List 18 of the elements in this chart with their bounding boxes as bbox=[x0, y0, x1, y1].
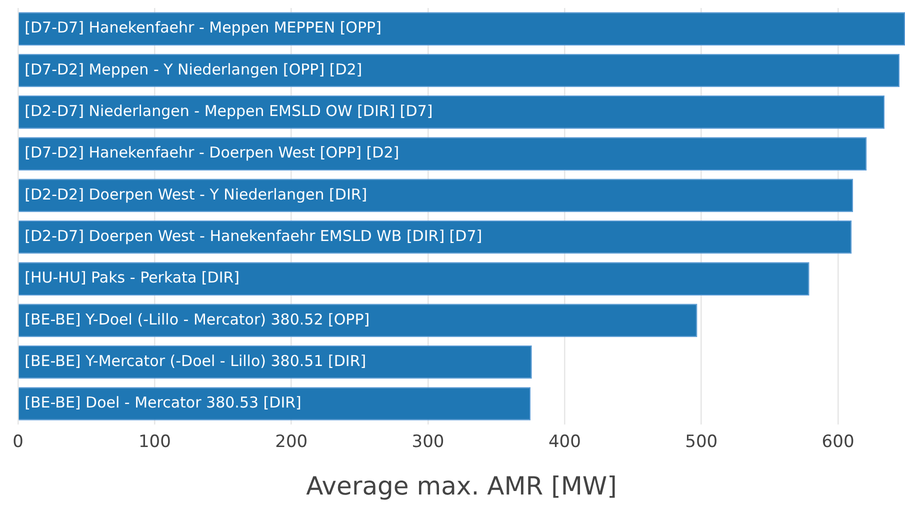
y-tick-label: [D2-D7] Doerpen West - Hanekenfaehr EMSLD WB [DIR] [D7] bbox=[24, 227, 482, 246]
x-tick-label: 600 bbox=[822, 432, 854, 452]
y-tick-label: [D7-D2] Meppen - Y Niederlangen [OPP] [D2] bbox=[24, 60, 362, 78]
x-tick-label: 200 bbox=[275, 432, 308, 452]
x-tick-label: 500 bbox=[685, 432, 718, 452]
y-tick-label: [D2-D7] Niederlangen - Meppen EMSLD OW [DIR] [D7] bbox=[24, 102, 433, 120]
y-tick-label: [D7-D7] Hanekenfaehr - Meppen MEPPEN [OPP] bbox=[24, 18, 382, 37]
x-axis-title: Average max. AMR [MW] bbox=[306, 472, 617, 500]
x-tick-label: 400 bbox=[548, 432, 581, 452]
y-tick-label: [BE-BE] Y-Mercator (-Doel - Lillo) 380.51 [DIR] bbox=[24, 352, 366, 370]
y-tick-label: [BE-BE] Y-Doel (-Lillo - Mercator) 380.52 [OPP] bbox=[24, 310, 370, 328]
x-tick-label: 100 bbox=[138, 432, 171, 452]
x-tick-label: 0 bbox=[12, 432, 24, 452]
y-tick-label: [HU-HU] Paks - Perkata [DIR] bbox=[24, 268, 240, 287]
y-tick-label: [D2-D2] Doerpen West - Y Niederlangen [DIR] bbox=[24, 185, 368, 204]
x-tick-label: 300 bbox=[412, 432, 444, 452]
y-tick-label: [BE-BE] Doel - Mercator 380.53 [DIR] bbox=[24, 394, 302, 412]
y-tick-label: [D7-D2] Hanekenfaehr - Doerpen West [OPP] [D2] bbox=[24, 144, 400, 162]
